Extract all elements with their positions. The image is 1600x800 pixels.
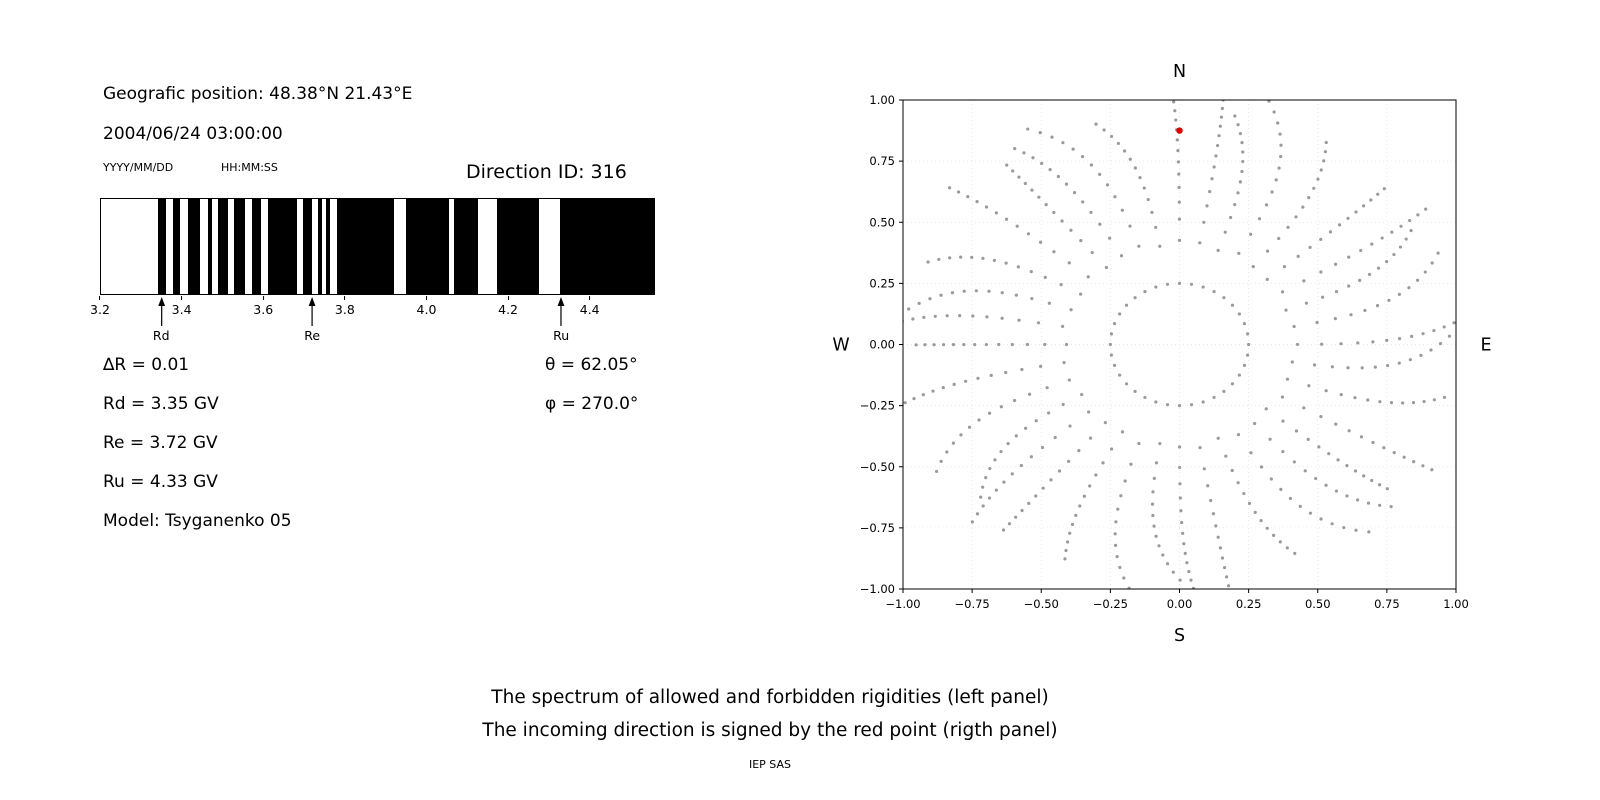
spectrum-tick-label: 4.2 [498, 302, 519, 317]
forbidden-band [497, 199, 540, 294]
spectrum-tick-label: 4.4 [579, 302, 600, 317]
compass-label-west: W [832, 336, 849, 356]
marker-re: Re [304, 297, 320, 343]
rigidity-spectrum-chart [100, 198, 655, 295]
forbidden-band [336, 199, 394, 294]
x-tick-label: 0.00 [1167, 597, 1193, 611]
spectrum-tick: 4.4 [580, 296, 600, 317]
caption-line-2: The incoming direction is signed by the … [482, 720, 1058, 741]
marker-ru: Ru [553, 297, 569, 343]
forbidden-band [172, 199, 181, 294]
y-tick-label: −0.50 [860, 460, 895, 474]
up-arrow-icon [308, 297, 316, 326]
marker-label: Rd [152, 328, 170, 343]
forbidden-band [405, 199, 449, 294]
x-tick-label: −0.25 [1093, 597, 1128, 611]
spectrum-tick-label: 3.2 [90, 302, 110, 317]
spectrum-tick-label: 3.6 [253, 302, 274, 317]
x-tick-label: −0.75 [955, 597, 990, 611]
y-tick-label: 0.25 [869, 276, 895, 290]
y-tick-label: −0.75 [860, 521, 895, 535]
up-arrow-icon [557, 297, 565, 326]
marker-rd: Rd [153, 297, 170, 343]
forbidden-band [560, 199, 654, 294]
param-theta: θ = 62.05° [545, 355, 638, 375]
spectrum-tick-label: 3.4 [171, 302, 192, 317]
marker-label: Re [304, 328, 321, 343]
date-format-hint: YYYY/MM/DD [103, 161, 174, 174]
compass-label-south: S [1174, 626, 1185, 646]
axis-ticks: −1.00 −0.75 −0.50 −0.25 0.00 0.25 0.50 0.75 1.00… [860, 93, 1469, 611]
y-tick-label: 0.50 [869, 215, 895, 229]
forbidden-band [303, 199, 312, 294]
x-tick-label: 0.50 [1305, 597, 1331, 611]
datetime-label: 2004/06/24 03:00:00 [103, 124, 283, 144]
spectrum-tick: 3.6 [253, 296, 273, 317]
forbidden-band [157, 199, 167, 294]
asymptotic-direction-dots [903, 100, 1456, 589]
forbidden-band [233, 199, 245, 294]
spectrum-tick: 4.2 [498, 296, 518, 317]
y-tick-label: 1.00 [869, 93, 895, 107]
direction-plot: −1.00 −0.75 −0.50 −0.25 0.00 0.25 0.50 0.75 1.00… [832, 62, 1491, 646]
forbidden-band [207, 199, 212, 294]
param-delta-r: ∆R = 0.01 [103, 355, 190, 375]
caption-line-1: The spectrum of allowed and forbidden ri… [491, 687, 1049, 708]
forbidden-band [267, 199, 297, 294]
y-tick-label: 0.75 [869, 154, 895, 168]
spectrum-tick-label: 3.8 [334, 302, 355, 317]
x-tick-label: −1.00 [885, 597, 920, 611]
param-rd: Rd = 3.35 GV [103, 394, 219, 414]
x-tick-label: −0.50 [1024, 597, 1059, 611]
geographic-position-label: Geografic position: 48.38°N 21.43°E [103, 84, 413, 104]
x-tick-label: 0.75 [1374, 597, 1400, 611]
compass-label-north: N [1173, 62, 1186, 82]
caption-credit: IEP SAS [748, 758, 792, 771]
forbidden-band [187, 199, 200, 294]
y-tick-label: 0.00 [869, 338, 895, 352]
spectrum-x-axis: 3.2 3.4 3.6 3.8 4.0 4.2 4.4 [90, 296, 655, 318]
up-arrow-icon [157, 297, 165, 326]
marker-label: Ru [553, 328, 570, 343]
forbidden-band [251, 199, 262, 294]
param-phi: φ = 270.0° [545, 394, 639, 414]
spectrum-markers: Rd Re Ru [100, 297, 655, 347]
param-ru: Ru = 4.33 GV [103, 472, 218, 492]
x-tick-label: 1.00 [1443, 597, 1469, 611]
incoming-direction-point [1176, 127, 1183, 134]
param-re: Re = 3.72 GV [103, 433, 218, 453]
x-tick-label: 0.25 [1236, 597, 1262, 611]
y-tick-label: −0.25 [860, 399, 895, 413]
figure-caption: The spectrum of allowed and forbidden ri… [0, 687, 1540, 771]
forbidden-band [325, 199, 331, 294]
spectrum-tick: 3.2 [90, 296, 110, 317]
spectrum-tick: 4.0 [416, 296, 437, 317]
spectrum-tick: 3.8 [335, 296, 355, 317]
y-tick-label: −1.00 [860, 582, 895, 596]
spectrum-tick-label: 4.0 [416, 302, 437, 317]
spectrum-tick: 3.4 [172, 296, 192, 317]
compass-label-east: E [1480, 336, 1491, 356]
forbidden-band [318, 199, 323, 294]
direction-id-label: Direction ID: 316 [466, 161, 627, 183]
forbidden-band [453, 199, 478, 294]
forbidden-band [217, 199, 228, 294]
time-format-hint: HH:MM:SS [221, 161, 278, 174]
param-model: Model: Tsyganenko 05 [103, 511, 292, 531]
